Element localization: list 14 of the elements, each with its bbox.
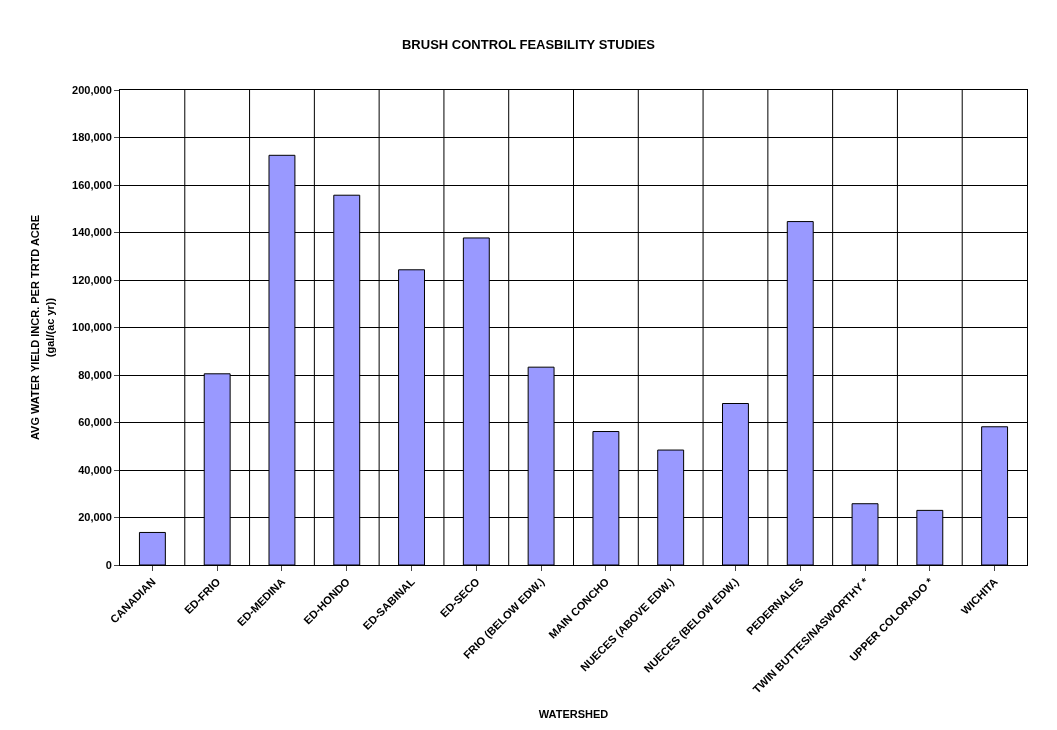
y-tick-label: 200,000 <box>72 83 112 96</box>
y-tick-label: 180,000 <box>72 131 112 144</box>
y-tick-label: 120,000 <box>72 273 112 286</box>
chart-title: BRUSH CONTROL FEASBILITY STUDIES <box>401 37 656 53</box>
y-tick-label: 160,000 <box>72 178 112 191</box>
y-tick-label: 100,000 <box>72 321 112 334</box>
y-tick-label: 0 <box>105 558 112 571</box>
y-axis-title: AVG WATER YIELD INCR. PER TRTD ACRE (gal/(ac yr)) <box>29 214 56 441</box>
y-tick-label: 60,000 <box>78 416 112 429</box>
x-axis-title: WATERSHED <box>538 707 609 720</box>
y-tick-label: 80,000 <box>78 368 112 381</box>
y-tick-label: 40,000 <box>78 463 112 476</box>
y-tick-label: 20,000 <box>78 511 112 524</box>
y-tick-label: 140,000 <box>72 226 112 239</box>
